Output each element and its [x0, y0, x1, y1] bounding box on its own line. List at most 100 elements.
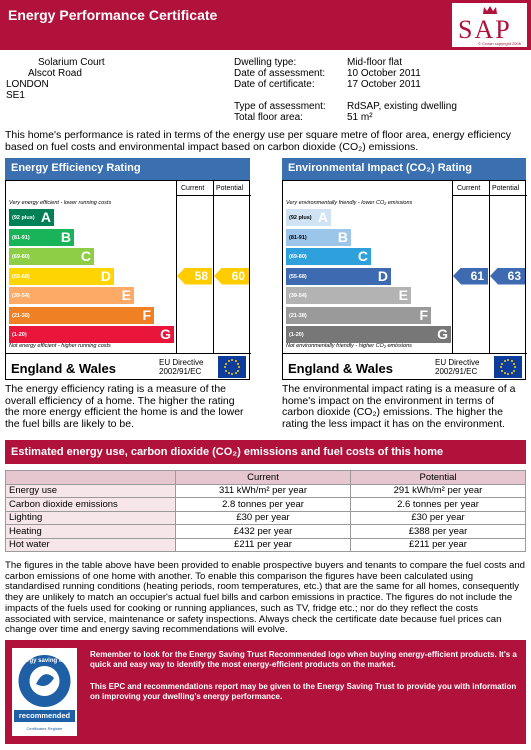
- rating-band-d: (55-68) D: [9, 267, 114, 285]
- rating-band-b: (81-91) B: [9, 228, 74, 246]
- flag-star: [514, 366, 516, 368]
- rating-band-d: (55-68) D: [286, 267, 391, 285]
- rating-band-f: (21-38) F: [286, 306, 431, 324]
- costs-cell-label: Lighting: [5, 510, 176, 525]
- flag-star: [507, 359, 509, 361]
- costs-cell-label: Energy use: [5, 483, 176, 498]
- band-range: (1-20): [289, 332, 304, 338]
- assessment-date-label: Date of assessment:: [234, 68, 326, 79]
- costs-cell-current: £30 per year: [175, 510, 351, 525]
- band-range: (92 plus): [289, 215, 312, 221]
- band-range: (39-54): [289, 293, 307, 299]
- flag-star: [500, 369, 503, 372]
- flag-star: [500, 362, 503, 365]
- costs-section-title: Estimated energy use, carbon dioxide (CO…: [5, 440, 526, 464]
- floor-area-value: 51 m²: [347, 112, 373, 123]
- crown-icon: [483, 6, 497, 14]
- rating-band-e: (39-54) E: [286, 287, 411, 304]
- rating-band-f: (21-38) F: [9, 306, 154, 324]
- efficiency-description: The energy efficiency rating is a measur…: [5, 383, 244, 430]
- environment-footer-rule: [283, 353, 527, 354]
- potential-rating-arrow: 63: [490, 267, 525, 285]
- costs-header-current: Current: [175, 470, 351, 485]
- sap-logo: SAP © Crown copyright 2006: [451, 2, 528, 48]
- footer-text-1: Remember to look for the Energy Saving T…: [90, 650, 517, 669]
- eu-flag-icon: [218, 356, 246, 378]
- flag-star: [227, 372, 230, 375]
- costs-cell-potential: 291 kWh/m² per year: [350, 483, 526, 498]
- efficiency-top-caption: Very energy efficient - lower running co…: [9, 200, 112, 206]
- band-letter: E: [121, 287, 131, 303]
- rating-band-g: (1-20) G: [9, 326, 174, 343]
- band-letter: A: [317, 209, 328, 225]
- environment-region: England & Wales: [288, 361, 393, 376]
- flag-star: [234, 359, 237, 362]
- band-range: (69-80): [12, 254, 30, 260]
- environment-header-rule: [452, 195, 527, 196]
- assessment-type-label: Type of assessment:: [234, 101, 326, 112]
- efficiency-header-rule: [176, 195, 251, 196]
- logo-small-text: Certificates Register: [26, 726, 63, 731]
- costs-row: Energy use 311 kWh/m² per year 291 kWh/m² …: [5, 483, 526, 498]
- environment-bottom-caption: Not environmentally friendly - higher CO…: [286, 343, 412, 349]
- band-letter: G: [437, 326, 448, 342]
- band-range: (81-91): [12, 234, 30, 241]
- environmental-rating-title: Environmental Impact (CO₂) Rating: [282, 158, 526, 180]
- flag-star: [227, 359, 230, 362]
- costs-row: Lighting £30 per year £30 per year: [5, 510, 526, 525]
- costs-cell-label: Hot water: [5, 537, 176, 552]
- efficiency-rating-title: Energy Efficiency Rating: [5, 158, 250, 180]
- costs-table: Current Potential Energy use 311 kWh/m² p…: [5, 470, 526, 552]
- energy-saving-trust-logo: energy saving trust recommended Certific…: [12, 648, 77, 736]
- address-line-3: LONDON: [6, 79, 49, 90]
- flag-star: [503, 372, 506, 375]
- certificate-header: [0, 0, 531, 50]
- flag-star: [510, 372, 513, 375]
- rating-band-c: (69-80) C: [9, 248, 94, 265]
- band-range: (55-68): [289, 273, 307, 280]
- assessment-date-value: 10 October 2011: [347, 68, 421, 79]
- efficiency-footer-rule: [6, 353, 251, 354]
- costs-cell-current: £211 per year: [175, 537, 351, 552]
- efficiency-divider: [176, 181, 177, 353]
- band-letter: C: [80, 248, 91, 264]
- flag-star: [224, 366, 226, 368]
- costs-cell-current: 2.8 tonnes per year: [175, 497, 351, 512]
- band-letter: B: [337, 228, 348, 245]
- costs-cell-potential: £30 per year: [350, 510, 526, 525]
- flag-star: [507, 373, 509, 375]
- band-letter: D: [377, 267, 388, 284]
- current-rating-arrow: 58: [177, 267, 212, 285]
- floor-area-label: Total floor area:: [234, 112, 303, 123]
- logo-recommended-text: recommended: [14, 710, 75, 722]
- costs-note: The figures in the table above have been…: [5, 560, 526, 636]
- page-title: Energy Performance Certificate: [8, 7, 218, 23]
- efficiency-divider: [213, 181, 214, 353]
- flag-star: [234, 372, 237, 375]
- costs-row: Heating £432 per year £388 per year: [5, 524, 526, 539]
- band-range: (21-38): [12, 312, 30, 319]
- band-range: (81-91): [289, 234, 307, 241]
- costs-cell-current: £432 per year: [175, 524, 351, 539]
- band-range: (21-38): [289, 312, 307, 319]
- efficiency-current-header: Current: [181, 185, 205, 192]
- efficiency-directive: EU Directive 2002/91/EC: [159, 358, 204, 376]
- rating-band-g: (1-20) G: [286, 326, 451, 343]
- address-line-4: SE1: [6, 90, 25, 101]
- rating-band-a: (92 plus) A: [286, 209, 331, 226]
- energy-saving-trust-emblem-icon: [18, 655, 71, 707]
- band-letter: E: [398, 287, 408, 303]
- band-letter: F: [419, 306, 428, 323]
- flag-star: [231, 373, 233, 375]
- intro-text: This home's performance is rated in term…: [5, 129, 512, 153]
- footer-text-2: This EPC and recommendations report may …: [90, 682, 517, 701]
- sap-copyright: © Crown copyright 2006: [478, 41, 521, 46]
- address-line-1: Solarium Court: [38, 57, 105, 68]
- rating-band-c: (69-80) C: [286, 248, 371, 265]
- costs-row: Hot water £211 per year £211 per year: [5, 537, 526, 552]
- certificate-date-label: Date of certificate:: [234, 79, 315, 90]
- assessment-type-value: RdSAP, existing dwelling: [347, 101, 457, 112]
- flag-star: [238, 366, 240, 368]
- band-letter: D: [100, 267, 111, 284]
- environment-potential-header: Potential: [492, 185, 520, 192]
